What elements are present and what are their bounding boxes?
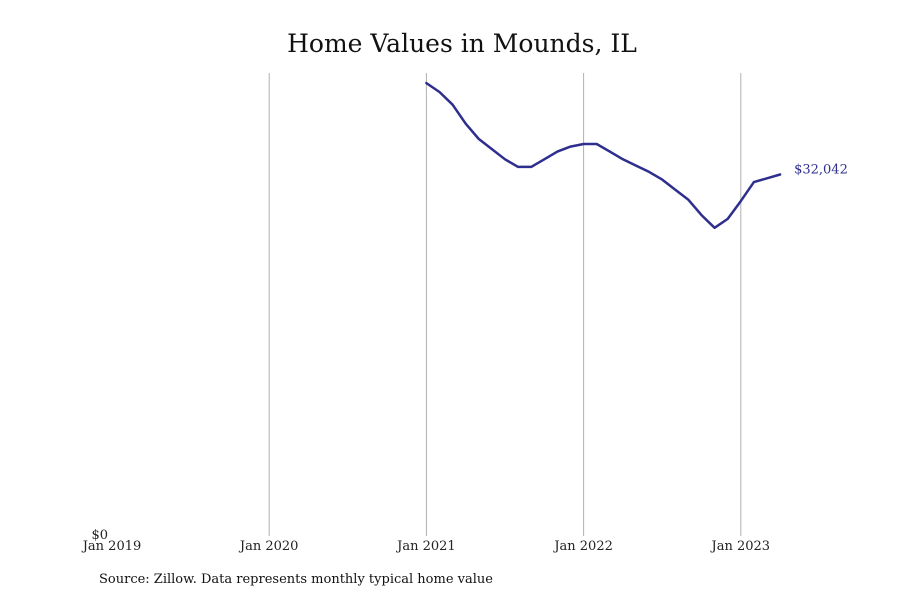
x-tick-label: Jan 2023 bbox=[710, 539, 771, 554]
series-layer: $32,042 bbox=[425, 81, 848, 230]
x-tick-label: Jan 2021 bbox=[395, 539, 456, 554]
x-axis-ticks: Jan 2019 Jan 2020 Jan 2021 Jan 2022 Jan 2023 bbox=[81, 539, 770, 554]
source-note: Source: Zillow. Data represents monthly … bbox=[99, 572, 493, 587]
y-axis-ticks: $0 bbox=[91, 528, 108, 543]
x-tick-label: Jan 2019 bbox=[81, 539, 142, 554]
end-value-label: $32,042 bbox=[794, 162, 848, 177]
gridlines bbox=[268, 73, 742, 536]
series-line bbox=[425, 81, 782, 230]
y-tick-label: $0 bbox=[91, 528, 108, 543]
x-tick-label: Jan 2022 bbox=[552, 539, 613, 554]
x-tick-label: Jan 2020 bbox=[238, 539, 299, 554]
chart-title: Home Values in Mounds, IL bbox=[287, 29, 637, 58]
